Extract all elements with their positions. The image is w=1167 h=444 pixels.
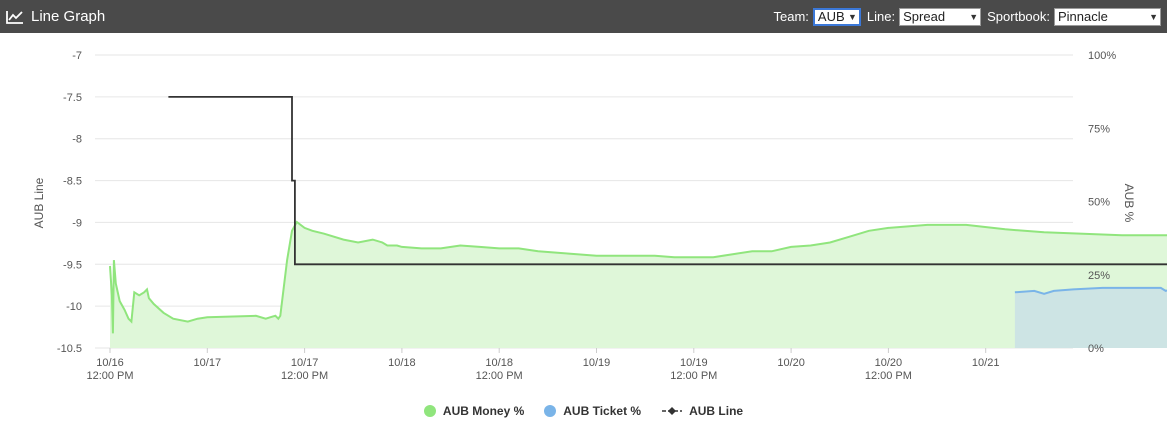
- team-select-value: AUB: [817, 9, 845, 24]
- line-chart-icon: [6, 10, 23, 24]
- line-select-value: Spread: [903, 9, 946, 24]
- sportbook-select[interactable]: Pinnacle ▼: [1054, 7, 1161, 26]
- right-axis-ticks: 100% 75% 50% 25% 0%: [1088, 50, 1116, 355]
- team-label: Team:: [773, 9, 809, 24]
- legend-item-ticket[interactable]: AUB Ticket %: [544, 404, 641, 418]
- right-tick-label: 50%: [1088, 197, 1110, 209]
- left-tick-label: -8: [72, 134, 82, 146]
- x-tick-sublabel: 12:00 PM: [670, 370, 717, 382]
- left-tick-label: -7.5: [63, 92, 82, 104]
- x-tick-sublabel: 12:00 PM: [476, 370, 523, 382]
- right-tick-label: 0%: [1088, 343, 1104, 355]
- legend-item-line[interactable]: AUB Line: [661, 404, 743, 418]
- series-areas: [110, 222, 1167, 348]
- x-tick-sublabel: 12:00 PM: [865, 370, 912, 382]
- right-tick-label: 100%: [1088, 50, 1116, 62]
- x-tick-label: 10/18: [485, 357, 513, 369]
- page-title: Line Graph: [31, 8, 106, 25]
- left-tick-label: -8.5: [63, 176, 82, 188]
- legend-ticket-marker: [544, 405, 557, 417]
- line-chart: -7 -7.5 -8 -8.5 -9 -9.5 -10 -10.5 100% 75% 50% 25%…: [32, 50, 1167, 382]
- legend-line-label: AUB Line: [689, 404, 744, 418]
- legend-line-marker: [661, 405, 683, 417]
- left-tick-label: -10: [66, 301, 82, 313]
- ticket-area: [1014, 287, 1167, 348]
- x-tick-sublabel: 12:00 PM: [281, 370, 328, 382]
- series-lines: [109, 96, 1167, 334]
- header-bar: Line Graph Team: AUB ▼ Line: Spread ▼ Sp…: [0, 0, 1167, 33]
- sportbook-select-value: Pinnacle: [1058, 9, 1108, 24]
- left-tick-label: -9.5: [63, 259, 82, 271]
- line-label: Line:: [866, 9, 896, 24]
- x-tick-label: 10/19: [680, 357, 708, 369]
- aub-line: [168, 96, 1167, 266]
- legend-item-money[interactable]: AUB Money %: [423, 404, 525, 418]
- x-tick-label: 10/20: [875, 357, 903, 369]
- chart-legend: AUB Money % AUB Ticket % AUB Line: [0, 404, 1167, 418]
- sportbook-label: Sportbook:: [987, 9, 1050, 24]
- left-tick-label: -7: [72, 50, 82, 62]
- team-select[interactable]: AUB ▼: [812, 7, 861, 26]
- x-tick-label: 10/19: [583, 357, 611, 369]
- left-axis-title: AUB Line: [32, 177, 46, 228]
- x-tick-label: 10/20: [777, 357, 805, 369]
- legend-ticket-label: AUB Ticket %: [563, 404, 642, 418]
- line-select[interactable]: Spread ▼: [899, 7, 982, 26]
- right-tick-label: 25%: [1088, 270, 1110, 282]
- chevron-down-icon: ▼: [1149, 11, 1158, 22]
- x-tick-label: 10/17: [194, 357, 222, 369]
- legend-money-label: AUB Money %: [442, 404, 525, 418]
- header-title-group: Line Graph: [6, 0, 105, 33]
- chevron-down-icon: ▼: [848, 11, 857, 22]
- money-area: [110, 222, 1167, 348]
- right-axis-title: AUB %: [1122, 184, 1136, 223]
- chevron-down-icon: ▼: [969, 11, 979, 22]
- left-axis-ticks: -7 -7.5 -8 -8.5 -9 -9.5 -10 -10.5: [57, 50, 82, 355]
- left-tick-label: -10.5: [57, 343, 82, 355]
- ticket-line: [1014, 286, 1167, 295]
- chart-controls: Team: AUB ▼ Line: Spread ▼ Sportbook: Pi…: [768, 0, 1161, 33]
- x-tick-label: 10/21: [972, 357, 1000, 369]
- x-tick-label: 10/16: [96, 357, 124, 369]
- right-tick-label: 75%: [1088, 123, 1110, 135]
- x-tick-sublabel: 12:00 PM: [86, 370, 133, 382]
- legend-money-marker: [423, 405, 436, 417]
- x-tick-label: 10/18: [388, 357, 416, 369]
- money-line: [109, 220, 1167, 334]
- left-tick-label: -9: [72, 217, 82, 229]
- x-tick-label: 10/17: [291, 357, 319, 369]
